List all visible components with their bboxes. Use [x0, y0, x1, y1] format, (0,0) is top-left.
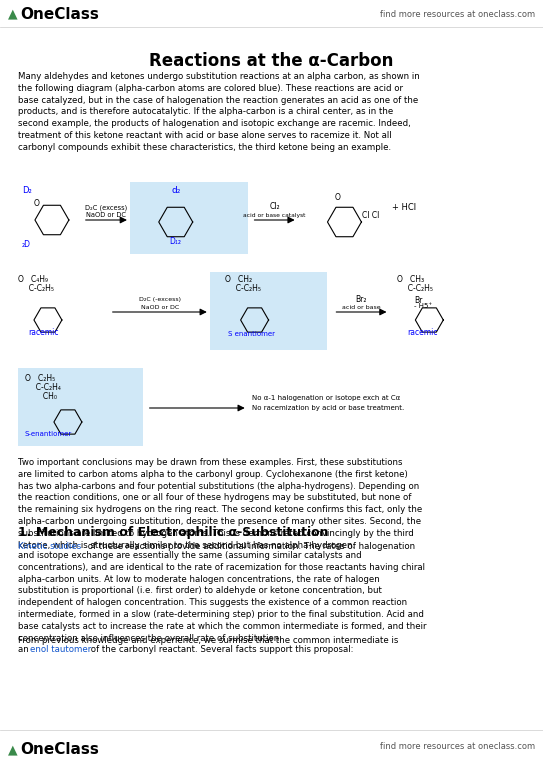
Text: D₁₂: D₁₂	[170, 237, 182, 246]
Text: Cl Cl: Cl Cl	[362, 211, 380, 220]
Text: O   C₄H₉: O C₄H₉	[18, 275, 48, 284]
Text: C-C₂H₄: C-C₂H₄	[31, 383, 61, 392]
Text: No racemization by acid or base treatment.: No racemization by acid or base treatmen…	[252, 405, 404, 411]
Text: acid or base catalyst: acid or base catalyst	[243, 213, 306, 218]
Text: ₂D: ₂D	[22, 240, 31, 249]
Text: D₂C (excess): D₂C (excess)	[85, 204, 127, 210]
Text: of the carbonyl reactant. Several facts support this proposal:: of the carbonyl reactant. Several facts …	[88, 645, 354, 654]
Text: From previous knowledge and experience, we surmise that the common intermediate : From previous knowledge and experience, …	[18, 636, 398, 645]
FancyBboxPatch shape	[18, 368, 143, 446]
Text: Kinetic studies: Kinetic studies	[18, 542, 81, 551]
Text: Cl₂: Cl₂	[269, 202, 280, 211]
Text: acid or base: acid or base	[342, 305, 381, 310]
Text: OneClass: OneClass	[20, 742, 99, 758]
Text: O   CH₃: O CH₃	[397, 275, 424, 284]
Text: ▲: ▲	[8, 744, 17, 756]
Text: 1. Mechanism of Electrophilic α-Substitution: 1. Mechanism of Electrophilic α-Substitu…	[18, 526, 329, 539]
Text: find more resources at oneclass.com: find more resources at oneclass.com	[380, 10, 535, 19]
Text: O   C₂H₅: O C₂H₅	[25, 374, 55, 383]
Text: C-C₂H₅: C-C₂H₅	[403, 284, 434, 293]
Text: racemic: racemic	[28, 328, 58, 337]
Text: C-C₂H₅: C-C₂H₅	[231, 284, 261, 293]
Text: Br: Br	[415, 296, 423, 305]
Text: and isotope exchange are essentially the same (assuming similar catalysts and
co: and isotope exchange are essentially the…	[18, 551, 426, 643]
Text: C-C₂H₅: C-C₂H₅	[24, 284, 54, 293]
Text: of these reactions provide additional information. The rates of halogenation: of these reactions provide additional in…	[85, 542, 415, 551]
Text: D₂: D₂	[22, 186, 32, 195]
Text: Many aldehydes and ketones undergo substitution reactions at an alpha carbon, as: Many aldehydes and ketones undergo subst…	[18, 72, 420, 152]
Text: ▲: ▲	[8, 8, 17, 21]
Text: find more resources at oneclass.com: find more resources at oneclass.com	[380, 742, 535, 751]
Text: Br₂: Br₂	[356, 295, 367, 304]
Text: CH₀: CH₀	[31, 392, 57, 401]
Text: racemic: racemic	[407, 328, 438, 337]
Text: No α-1 halogenation or isotope exch at Cα: No α-1 halogenation or isotope exch at C…	[252, 395, 400, 401]
Text: O: O	[335, 193, 341, 202]
Text: an: an	[18, 645, 32, 654]
Text: OneClass: OneClass	[20, 6, 99, 22]
Text: - H5⁺: - H5⁺	[415, 303, 432, 309]
Text: NaOD or DC: NaOD or DC	[86, 212, 126, 218]
FancyBboxPatch shape	[130, 182, 248, 254]
Text: Reactions at the α-Carbon: Reactions at the α-Carbon	[150, 52, 394, 70]
Text: Two important conclusions may be drawn from these examples. First, these substit: Two important conclusions may be drawn f…	[18, 458, 422, 550]
Text: NaOD or DC: NaOD or DC	[141, 305, 179, 310]
Text: D₂C (-excess): D₂C (-excess)	[139, 297, 181, 302]
Text: O   CH₂: O CH₂	[225, 275, 252, 284]
Text: O: O	[34, 199, 40, 208]
Text: + HCl: + HCl	[392, 203, 417, 212]
Text: d₂: d₂	[171, 186, 181, 195]
Text: enol tautomer: enol tautomer	[30, 645, 91, 654]
FancyBboxPatch shape	[209, 272, 327, 350]
Text: S enantiomer: S enantiomer	[227, 331, 275, 337]
Text: S-enantiomer: S-enantiomer	[25, 431, 72, 437]
